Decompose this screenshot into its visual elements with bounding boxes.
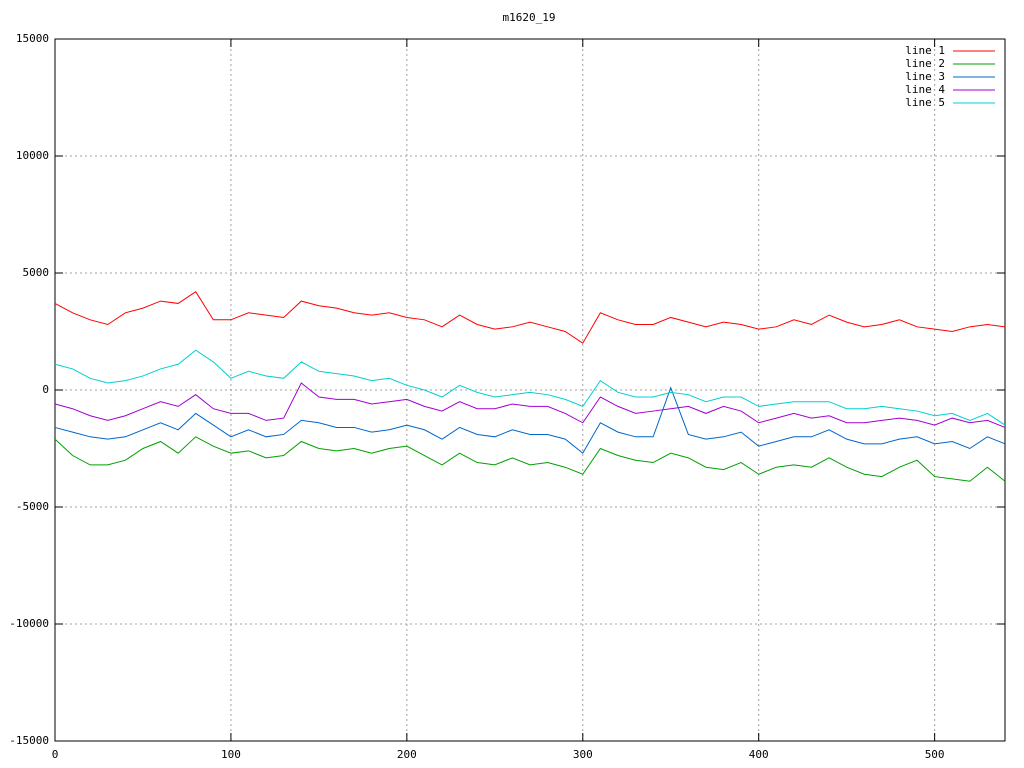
- legend-label: line 1: [905, 44, 945, 57]
- legend-label: line 3: [905, 70, 945, 83]
- legend-label: line 2: [905, 57, 945, 70]
- y-tick-label: 5000: [23, 266, 50, 279]
- series-line: [54, 436, 1006, 482]
- x-tick-label: 300: [573, 748, 593, 761]
- legend-label: line 4: [905, 83, 945, 96]
- x-tick-label: 500: [925, 748, 945, 761]
- x-tick-label: 0: [52, 748, 59, 761]
- series-line: [54, 382, 1006, 428]
- y-tick-label: 0: [42, 383, 49, 396]
- y-tick-label: -10000: [9, 617, 49, 630]
- y-tick-label: 10000: [16, 149, 49, 162]
- y-tick-label: -5000: [16, 500, 49, 513]
- series-line: [54, 349, 1006, 426]
- plot-border: [54, 38, 1006, 742]
- chart-title: m1620_19: [503, 11, 556, 24]
- y-tick-label: 15000: [16, 32, 49, 45]
- x-tick-label: 100: [221, 748, 241, 761]
- series-line: [54, 386, 1006, 454]
- x-tick-label: 400: [749, 748, 769, 761]
- y-tick-label: -15000: [9, 734, 49, 747]
- x-tick-label: 200: [397, 748, 417, 761]
- legend-label: line 5: [905, 96, 945, 109]
- series-line: [54, 291, 1006, 344]
